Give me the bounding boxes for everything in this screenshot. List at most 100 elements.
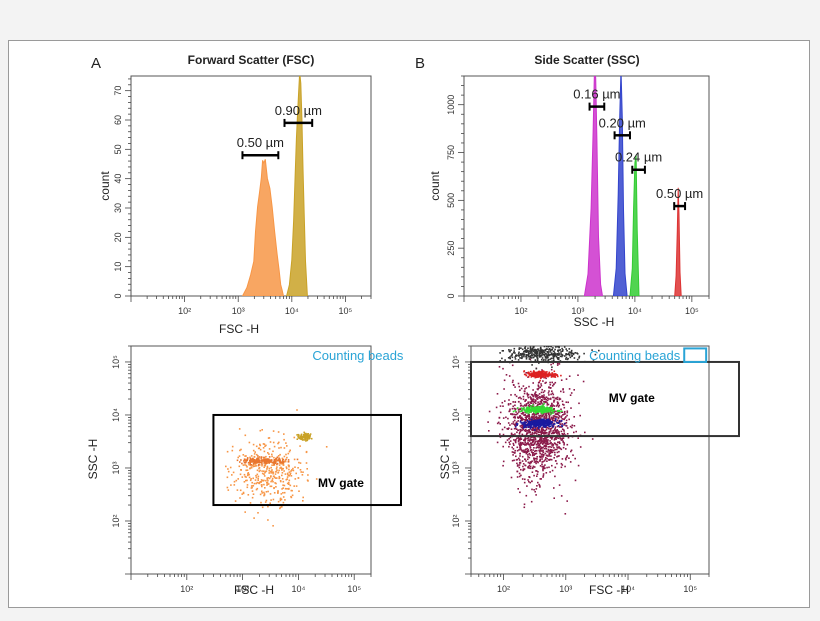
- data-point: [522, 449, 524, 452]
- data-point: [566, 414, 568, 417]
- data-point: [559, 426, 562, 428]
- data-point: [544, 375, 547, 377]
- data-point: [278, 469, 280, 472]
- data-point: [557, 447, 559, 449]
- data-point: [539, 379, 541, 382]
- data-point: [561, 400, 564, 403]
- data-point: [299, 437, 301, 439]
- data-point: [559, 355, 562, 358]
- data-point: [553, 429, 556, 431]
- data-point: [548, 433, 550, 435]
- data-point: [524, 438, 526, 441]
- chart-title: Forward Scatter (FSC): [188, 53, 315, 67]
- data-point: [270, 466, 272, 469]
- data-point: [557, 417, 560, 420]
- data-point: [555, 436, 557, 439]
- data-point: [264, 445, 266, 447]
- data-point: [282, 461, 285, 463]
- data-point: [242, 454, 245, 456]
- data-point: [242, 492, 245, 495]
- data-point: [532, 389, 534, 391]
- data-point: [554, 353, 557, 355]
- data-point: [576, 358, 579, 361]
- data-point: [548, 412, 550, 414]
- data-point: [598, 349, 600, 352]
- data-point: [539, 354, 542, 357]
- data-point: [250, 464, 252, 466]
- data-point: [554, 451, 556, 454]
- data-point: [557, 405, 560, 408]
- data-point: [528, 417, 530, 420]
- data-point: [563, 422, 566, 425]
- data-point: [545, 440, 547, 442]
- data-point: [512, 442, 515, 445]
- plot-area: [470, 345, 710, 575]
- data-point: [550, 411, 552, 413]
- data-point: [571, 352, 574, 355]
- data-point: [546, 351, 548, 353]
- data-point: [539, 346, 542, 349]
- data-point: [263, 450, 266, 453]
- data-point: [245, 459, 247, 461]
- data-point: [557, 358, 559, 360]
- data-point: [533, 459, 536, 461]
- data-point: [512, 454, 514, 456]
- data-point: [515, 413, 518, 416]
- data-point: [558, 353, 561, 355]
- data-point: [566, 455, 568, 457]
- data-point: [534, 396, 537, 398]
- data-point: [507, 357, 510, 359]
- data-point: [557, 375, 559, 378]
- data-point: [514, 393, 516, 396]
- data-point: [540, 391, 543, 394]
- data-point: [545, 421, 548, 424]
- data-point: [529, 347, 532, 350]
- data-point: [535, 421, 537, 423]
- data-point: [280, 446, 282, 449]
- data-point: [560, 390, 562, 393]
- data-point: [554, 348, 556, 351]
- data-point: [527, 466, 530, 468]
- data-point: [522, 451, 524, 453]
- data-point: [243, 481, 246, 483]
- data-point: [516, 462, 518, 465]
- data-point: [518, 472, 521, 475]
- data-point: [261, 490, 263, 493]
- data-point: [521, 450, 523, 452]
- data-point: [309, 433, 312, 435]
- data-point: [524, 350, 526, 353]
- data-point: [546, 406, 548, 408]
- data-point: [535, 422, 538, 425]
- data-point: [283, 447, 286, 449]
- data-point: [532, 420, 534, 423]
- data-point: [543, 453, 545, 456]
- data-point: [549, 418, 552, 420]
- data-point: [526, 447, 529, 450]
- data-point: [535, 395, 538, 397]
- data-point: [536, 352, 538, 354]
- data-point: [523, 408, 526, 411]
- data-point: [553, 396, 555, 399]
- data-point: [239, 497, 241, 499]
- data-point: [548, 459, 550, 461]
- data-point: [533, 427, 535, 430]
- data-point: [530, 444, 533, 446]
- data-point: [535, 352, 537, 355]
- data-point: [307, 474, 309, 476]
- data-point: [240, 459, 242, 461]
- data-point: [247, 473, 249, 475]
- data-point: [268, 459, 270, 462]
- data-point: [548, 413, 550, 416]
- data-point: [280, 493, 283, 495]
- data-point: [568, 353, 570, 356]
- data-point: [543, 422, 545, 424]
- data-point: [559, 410, 561, 413]
- data-point: [263, 493, 266, 495]
- data-point: [552, 410, 554, 413]
- data-point: [264, 470, 267, 473]
- data-point: [534, 427, 537, 429]
- data-point: [251, 490, 254, 492]
- data-point: [555, 444, 558, 446]
- data-point: [525, 404, 527, 407]
- data-point: [526, 429, 529, 432]
